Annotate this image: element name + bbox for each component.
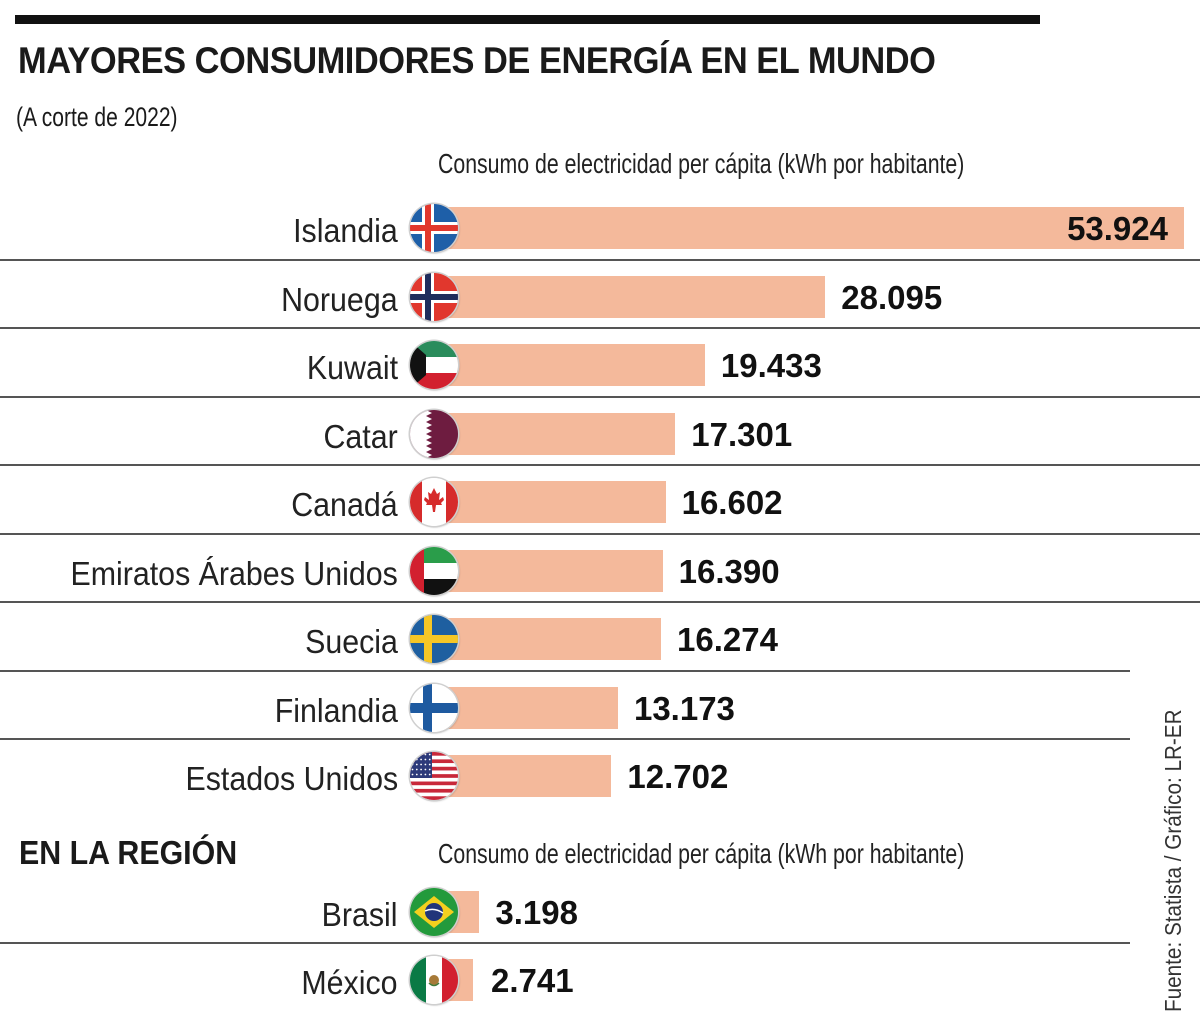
bar: [435, 686, 618, 729]
value-label: 13.173: [633, 689, 735, 727]
finland-flag-icon: [410, 683, 458, 732]
axis-label-region: Consumo de electricidad per cápita (kWh …: [438, 838, 965, 869]
bar: [435, 755, 612, 797]
bar-row: Emiratos Árabes Unidos 16.390: [0, 541, 1200, 609]
value-label: 16.274: [677, 621, 778, 658]
row-divider: [0, 942, 1130, 944]
brazil-flag-icon: [410, 888, 458, 936]
kuwait-flag-icon: [410, 341, 458, 389]
bar: [435, 207, 1184, 249]
bar-row: Catar 17.301: [0, 404, 1200, 472]
category-label: Suecia: [305, 623, 398, 660]
canada-flag-icon: [410, 478, 458, 526]
category-label: Brasil: [322, 896, 398, 933]
bar-row: Islandia 53.924: [0, 198, 1200, 266]
category-label: México: [301, 964, 398, 1001]
row-divider: [0, 601, 1200, 603]
row-divider: [0, 669, 1130, 672]
bar-row: Brasil 3.198: [0, 882, 1200, 950]
bar: [435, 344, 705, 386]
category-label: Noruega: [281, 280, 398, 318]
bar: [435, 481, 666, 523]
row-divider: [0, 327, 1200, 329]
iceland-flag-icon: [410, 204, 458, 252]
source-credit: Fuente: Statista / Gráfico: LR-ER: [1160, 709, 1186, 1012]
bar-row: Suecia 16.274: [0, 609, 1200, 677]
category-label: Catar: [323, 417, 398, 455]
bar-row: Canadá 16.602: [0, 472, 1200, 540]
region-section-title: EN LA REGIÓN: [19, 834, 238, 871]
norway-flag-icon: [410, 272, 458, 321]
value-label: 16.602: [681, 484, 783, 521]
bar: [435, 618, 662, 660]
value-label: 12.702: [627, 758, 729, 795]
bar-row: Finlandia 13.173: [0, 678, 1200, 746]
bar-row: Estados Unidos 12.702: [0, 746, 1200, 814]
qatar-flag-icon: [410, 409, 458, 458]
chart-subtitle: (A corte de 2022): [16, 102, 178, 132]
mexico-flag-icon: [410, 956, 458, 1004]
value-label: 19.433: [720, 347, 822, 384]
value-label: 16.390: [678, 552, 780, 590]
row-divider: [0, 464, 1200, 466]
bar: [435, 549, 663, 592]
category-label: Canadá: [291, 486, 398, 523]
value-label: 2.741: [491, 962, 574, 999]
value-label: 53.924: [1067, 210, 1168, 247]
category-label: Estados Unidos: [185, 760, 398, 797]
category-label: Emiratos Árabes Unidos: [70, 554, 398, 592]
category-label: Kuwait: [306, 349, 398, 386]
chart-title: MAYORES CONSUMIDORES DE ENERGÍA EN EL MU…: [18, 40, 936, 81]
bar-row: Kuwait 19.433: [0, 335, 1200, 403]
row-divider: [0, 395, 1200, 398]
sweden-flag-icon: [410, 615, 458, 663]
value-label: 3.198: [495, 894, 578, 931]
bar-row: México 2.741: [0, 950, 1200, 1018]
value-label: 17.301: [691, 415, 793, 453]
bar-row: Noruega 28.095: [0, 267, 1200, 335]
row-divider: [0, 532, 1200, 535]
uae-flag-icon: [410, 546, 458, 595]
top-rule: [15, 15, 1040, 24]
axis-label-world: Consumo de electricidad per cápita (kWh …: [438, 148, 965, 179]
row-divider: [0, 738, 1130, 740]
row-divider: [0, 258, 1200, 261]
category-label: Finlandia: [274, 691, 398, 729]
value-label: 28.095: [841, 278, 943, 316]
bar: [435, 412, 676, 455]
bar: [435, 275, 826, 318]
usa-flag-icon: [410, 752, 458, 800]
category-label: Islandia: [293, 212, 398, 249]
